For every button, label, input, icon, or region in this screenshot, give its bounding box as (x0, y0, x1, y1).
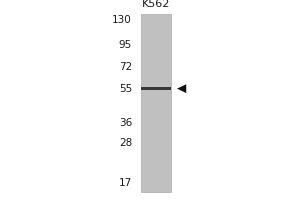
Bar (141, 87, 171, 90)
Text: 55: 55 (119, 84, 132, 94)
Text: 72: 72 (119, 62, 132, 72)
Text: 36: 36 (119, 118, 132, 128)
Text: 28: 28 (119, 138, 132, 148)
Polygon shape (177, 84, 186, 93)
Text: 95: 95 (119, 40, 132, 50)
Text: 17: 17 (119, 178, 132, 188)
Text: 130: 130 (112, 15, 132, 25)
Text: K562: K562 (142, 0, 170, 9)
Bar (141, 14, 171, 192)
